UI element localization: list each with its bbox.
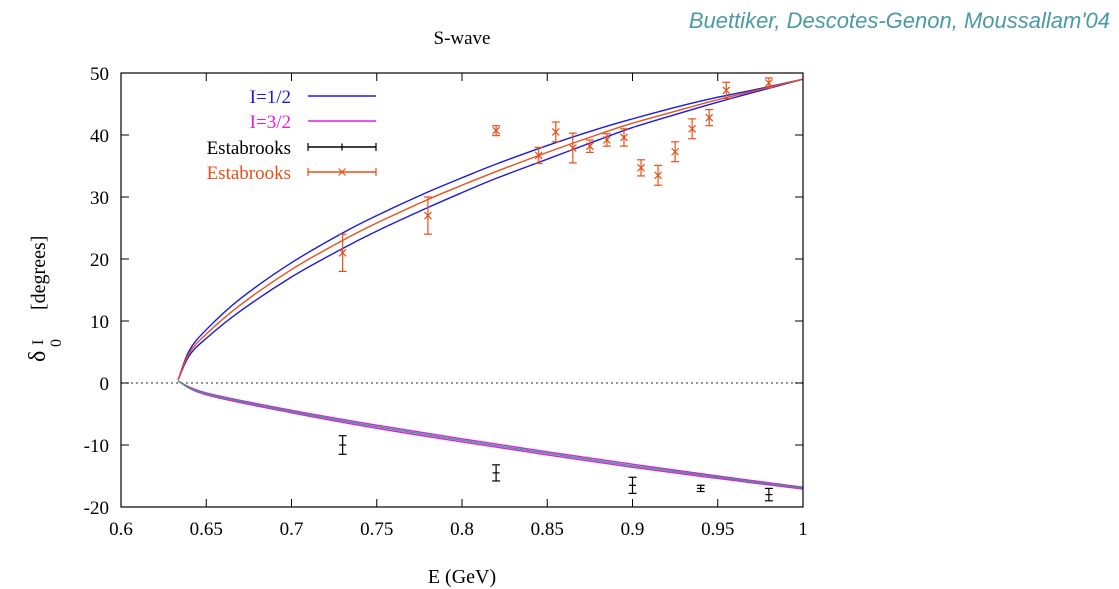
y-tick-label: -20 — [84, 498, 109, 519]
data-point-estabrooks-orange — [722, 81, 731, 100]
cross-marker-b — [603, 136, 611, 144]
legend-label: Estabrooks — [207, 138, 291, 159]
x-tick-label: 0.95 — [701, 519, 734, 540]
y-tick-label: 50 — [90, 64, 109, 85]
x-tick-label: 0.75 — [360, 519, 393, 540]
y-axis-superscript: I — [30, 340, 47, 345]
cross-marker-b — [705, 113, 714, 122]
data-point-estabrooks-black — [628, 476, 637, 494]
y-axis-symbol: δ — [25, 351, 51, 362]
legend-label: I=1/2 — [250, 87, 291, 108]
curve-i12-central — [177, 78, 804, 381]
y-tick-label: 40 — [90, 126, 109, 147]
cross-marker-b — [568, 144, 577, 152]
chart-title: S-wave — [434, 28, 491, 49]
x-tick-label: 0.8 — [450, 519, 474, 540]
cross-marker-b — [620, 133, 628, 142]
plot-layer — [121, 77, 804, 502]
cross-marker-b — [423, 211, 432, 220]
x-tick-label: 0.65 — [190, 519, 223, 540]
legend-marker-b — [338, 168, 346, 176]
y-tick-label: 30 — [90, 188, 109, 209]
data-point-estabrooks-orange — [654, 164, 663, 186]
legend-entry: Estabrooks — [207, 163, 377, 184]
curve-i12-lower — [177, 78, 804, 381]
y-tick-label: -10 — [84, 436, 109, 457]
data-point-estabrooks-orange — [688, 118, 697, 140]
cross-marker-b — [534, 151, 543, 160]
data-point-estabrooks-orange — [492, 125, 501, 137]
data-point-estabrooks-orange — [764, 77, 773, 89]
data-point-estabrooks-orange — [585, 139, 594, 153]
credit-text: Buettiker, Descotes-Genon, Moussallam'04 — [689, 8, 1110, 33]
data-point-estabrooks-orange — [602, 133, 611, 147]
legend-entry: I=3/2 — [250, 112, 376, 133]
legend-entry: Estabrooks — [207, 138, 377, 159]
cross-marker-b — [338, 248, 347, 257]
curve-i32-upper — [177, 380, 804, 488]
cross-marker-b — [637, 163, 645, 172]
cross-marker-b — [551, 127, 560, 136]
data-point-estabrooks-orange — [637, 159, 646, 177]
cross-marker-b — [492, 126, 501, 135]
data-point-estabrooks-orange — [534, 146, 543, 165]
x-axis-label: E (GeV) — [428, 566, 496, 588]
y-tick-label: 20 — [90, 250, 109, 271]
data-point-estabrooks-orange — [671, 141, 680, 163]
legend-label: Estabrooks — [207, 163, 291, 184]
x-tick-label: 0.6 — [109, 519, 133, 540]
cross-marker-b — [688, 124, 697, 133]
x-tick-label: 0.7 — [280, 519, 304, 540]
data-point-estabrooks-black — [696, 484, 705, 493]
x-tick-label: 1 — [798, 519, 808, 540]
curve-i32-central — [177, 380, 804, 489]
data-point-estabrooks-orange — [423, 196, 432, 235]
x-tick-label: 0.9 — [621, 519, 645, 540]
axes-layer: 0.6 0.65 0.7 0.75 0.8 0.85 0.9 0.95 1 -20 -10 0 10 20… — [84, 64, 808, 540]
curve-i12-upper — [177, 78, 804, 381]
data-point-estabrooks-black — [492, 464, 501, 482]
y-axis-subscript: 0 — [48, 339, 65, 347]
data-point-estabrooks-orange — [705, 108, 714, 127]
data-point-estabrooks-orange — [619, 128, 628, 147]
y-axis-unit: [degrees] — [28, 236, 50, 310]
data-point-estabrooks-orange — [551, 121, 560, 143]
cross-marker-b — [764, 78, 773, 87]
legend-entry: I=1/2 — [250, 87, 376, 108]
cross-marker-b — [654, 171, 662, 180]
x-tick-label: 0.85 — [531, 519, 564, 540]
y-tick-label: 0 — [100, 374, 110, 395]
data-point-estabrooks-orange — [568, 132, 577, 164]
curve-i32-lower — [177, 380, 804, 490]
legend-label: I=3/2 — [250, 112, 291, 133]
cross-marker-b — [722, 86, 731, 95]
cross-marker-b — [671, 147, 680, 156]
y-axis-label: δ 0 I [degrees] — [25, 236, 65, 362]
y-tick-label: 10 — [90, 312, 109, 333]
data-point-estabrooks-black — [764, 487, 773, 502]
data-point-estabrooks-black — [338, 435, 347, 455]
legend: I=1/2 I=3/2 Estabrooks Estabrooks — [207, 87, 377, 184]
data-point-estabrooks-orange — [338, 233, 347, 272]
cross-marker-b — [585, 142, 594, 151]
